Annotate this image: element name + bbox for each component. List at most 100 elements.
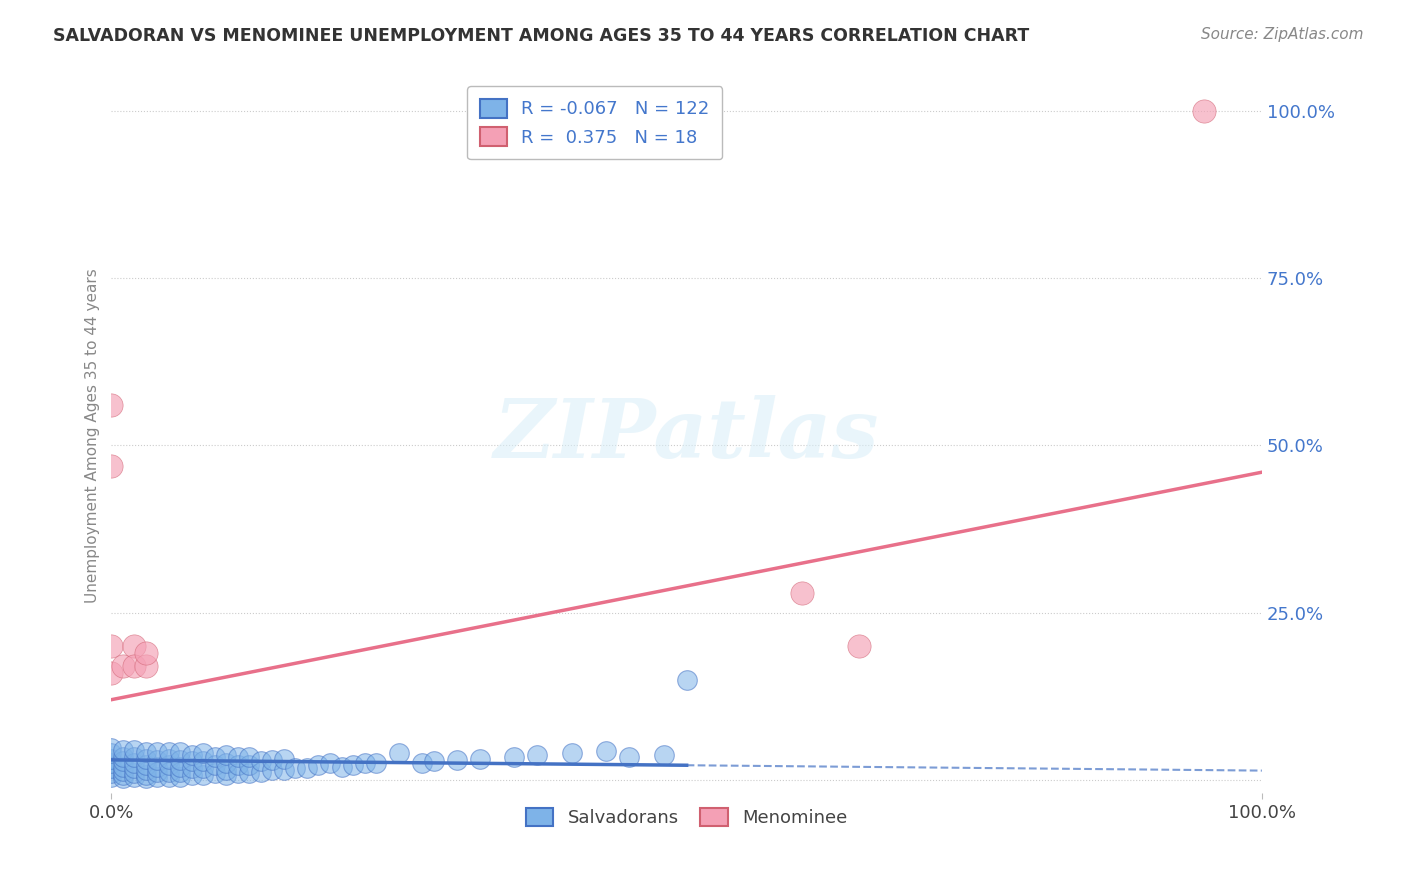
Salvadorans [169, 759, 191, 773]
Salvadorans [295, 761, 318, 775]
Salvadorans [675, 673, 697, 687]
Salvadorans [100, 746, 122, 760]
Menominee [100, 398, 122, 412]
Salvadorans [262, 763, 284, 777]
Menominee [111, 659, 134, 673]
Salvadorans [124, 766, 146, 780]
Menominee [100, 665, 122, 680]
Salvadorans [204, 766, 226, 780]
Salvadorans [124, 749, 146, 764]
Salvadorans [135, 745, 157, 759]
Salvadorans [100, 761, 122, 775]
Salvadorans [526, 747, 548, 762]
Salvadorans [181, 747, 204, 762]
Salvadorans [250, 764, 273, 779]
Salvadorans [193, 746, 215, 760]
Salvadorans [238, 766, 260, 780]
Salvadorans [169, 764, 191, 779]
Salvadorans [238, 758, 260, 772]
Salvadorans [169, 745, 191, 759]
Salvadorans [146, 753, 169, 767]
Salvadorans [100, 756, 122, 771]
Salvadorans [319, 756, 342, 771]
Salvadorans [100, 751, 122, 765]
Menominee [124, 639, 146, 653]
Menominee [124, 659, 146, 673]
Salvadorans [652, 747, 675, 762]
Salvadorans [353, 756, 375, 771]
Salvadorans [146, 770, 169, 784]
Menominee [135, 646, 157, 660]
Salvadorans [595, 744, 617, 758]
Salvadorans [157, 751, 180, 765]
Salvadorans [226, 749, 249, 764]
Salvadorans [124, 770, 146, 784]
Salvadorans [284, 761, 307, 775]
Menominee [790, 585, 813, 599]
Salvadorans [146, 745, 169, 759]
Salvadorans [364, 756, 387, 771]
Salvadorans [411, 756, 433, 771]
Salvadorans [561, 746, 583, 760]
Salvadorans [193, 754, 215, 768]
Salvadorans [157, 770, 180, 784]
Menominee [100, 639, 122, 653]
Salvadorans [111, 759, 134, 773]
Salvadorans [181, 754, 204, 768]
Salvadorans [135, 771, 157, 785]
Salvadorans [157, 764, 180, 779]
Text: SALVADORAN VS MENOMINEE UNEMPLOYMENT AMONG AGES 35 TO 44 YEARS CORRELATION CHART: SALVADORAN VS MENOMINEE UNEMPLOYMENT AMO… [53, 27, 1029, 45]
Salvadorans [204, 758, 226, 772]
Salvadorans [226, 758, 249, 772]
Salvadorans [111, 771, 134, 785]
Menominee [1194, 103, 1216, 118]
Salvadorans [111, 749, 134, 764]
Salvadorans [146, 764, 169, 779]
Salvadorans [388, 746, 411, 760]
Salvadorans [111, 754, 134, 768]
Menominee [848, 639, 870, 653]
Salvadorans [111, 764, 134, 778]
Salvadorans [135, 763, 157, 777]
Salvadorans [100, 770, 122, 784]
Salvadorans [135, 751, 157, 765]
Salvadorans [250, 754, 273, 768]
Salvadorans [181, 761, 204, 775]
Salvadorans [226, 766, 249, 780]
Salvadorans [100, 740, 122, 755]
Salvadorans [157, 758, 180, 772]
Salvadorans [124, 743, 146, 757]
Salvadorans [181, 767, 204, 781]
Salvadorans [262, 753, 284, 767]
Salvadorans [157, 745, 180, 759]
Y-axis label: Unemployment Among Ages 35 to 44 years: Unemployment Among Ages 35 to 44 years [86, 268, 100, 603]
Salvadorans [135, 767, 157, 781]
Salvadorans [193, 767, 215, 781]
Salvadorans [111, 743, 134, 757]
Salvadorans [617, 749, 640, 764]
Salvadorans [308, 758, 330, 772]
Salvadorans [204, 749, 226, 764]
Legend: Salvadorans, Menominee: Salvadorans, Menominee [519, 801, 855, 834]
Salvadorans [215, 763, 238, 777]
Salvadorans [422, 754, 444, 768]
Salvadorans [146, 759, 169, 773]
Text: Source: ZipAtlas.com: Source: ZipAtlas.com [1201, 27, 1364, 42]
Text: ZIPatlas: ZIPatlas [494, 395, 879, 475]
Salvadorans [124, 761, 146, 775]
Salvadorans [169, 753, 191, 767]
Salvadorans [503, 749, 526, 764]
Salvadorans [111, 767, 134, 781]
Menominee [135, 659, 157, 673]
Salvadorans [215, 747, 238, 762]
Salvadorans [273, 763, 295, 777]
Salvadorans [135, 757, 157, 772]
Salvadorans [169, 770, 191, 784]
Salvadorans [468, 751, 491, 765]
Salvadorans [124, 756, 146, 771]
Salvadorans [238, 749, 260, 764]
Salvadorans [342, 758, 364, 772]
Salvadorans [215, 756, 238, 771]
Salvadorans [273, 751, 295, 765]
Salvadorans [215, 767, 238, 781]
